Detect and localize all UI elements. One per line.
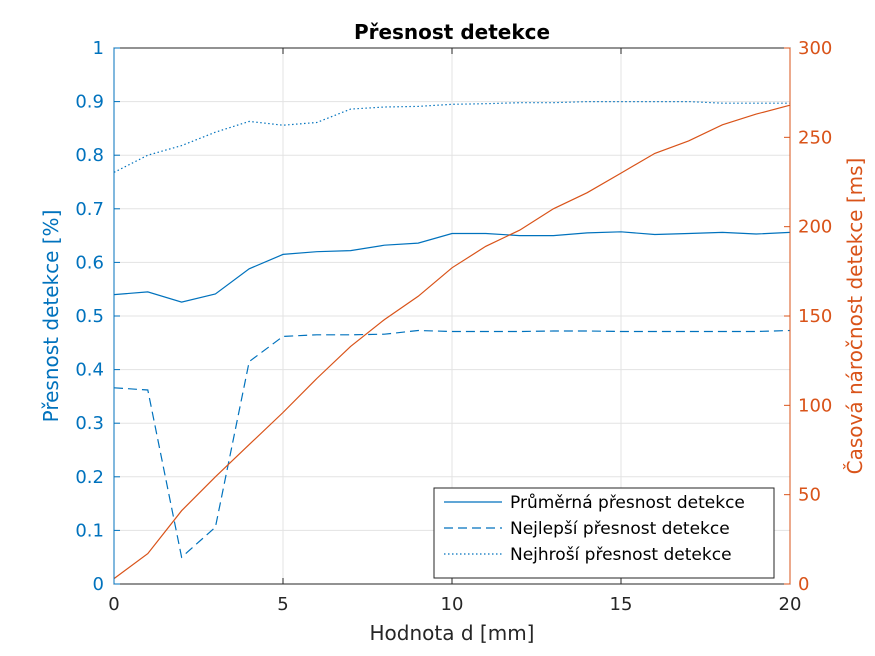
legend: Průměrná přesnost detekce Nejlepší přesno… [433, 487, 775, 579]
y-right-tick-label: 150 [798, 306, 832, 327]
series-line-3 [113, 104, 791, 580]
ticks: 0 5 10 15 2000.10.20.30.40.50.60.70.80.91050… [75, 38, 832, 615]
chart-title: Přesnost detekce [354, 20, 550, 44]
legend-entry: Průměrná přesnost detekce [510, 493, 745, 513]
x-axis-label: Hodnota d [mm] [370, 621, 535, 645]
x-tick-label: 15 [610, 594, 633, 615]
y-right-tick-label: 250 [798, 127, 832, 148]
y-left-tick-label: 0.2 [75, 467, 104, 488]
y-left-tick-label: 0 [93, 574, 104, 595]
legend-entry: Nejlepší přesnost detekce [510, 519, 730, 539]
series-line-1 [113, 329, 791, 559]
y-left-tick-label: 0.3 [75, 413, 104, 434]
y-left-tick-label: 0.7 [75, 199, 104, 220]
x-tick-label: 20 [779, 594, 802, 615]
y-right-tick-label: 100 [798, 395, 832, 416]
y-left-tick-label: 0.8 [75, 145, 104, 166]
series-line-2 [113, 100, 790, 173]
x-tick-label: 10 [441, 594, 464, 615]
y-left-tick-label: 0.9 [75, 92, 104, 113]
x-tick-label: 5 [277, 594, 288, 615]
y-left-tick-label: 0.6 [75, 252, 104, 273]
series-line-0 [113, 231, 791, 303]
y-right-tick-label: 0 [798, 574, 809, 595]
y-axis-left-label: Přesnost detekce [%] [39, 210, 63, 423]
y-right-tick-label: 200 [798, 217, 832, 238]
y-left-tick-label: 0.1 [75, 520, 104, 541]
y-right-tick-label: 300 [798, 38, 832, 59]
y-right-tick-label: 50 [798, 485, 821, 506]
x-tick-label: 0 [108, 594, 119, 615]
y-left-tick-label: 0.4 [75, 360, 104, 381]
y-left-tick-label: 1 [93, 38, 104, 59]
series-layer [113, 100, 791, 580]
legend-box [433, 487, 775, 579]
legend-entry: Nejhroší přesnost detekce [510, 545, 732, 565]
y-left-tick-label: 0.5 [75, 306, 104, 327]
y-axis-right-label: Časová náročnost detekce [ms] [843, 158, 867, 475]
